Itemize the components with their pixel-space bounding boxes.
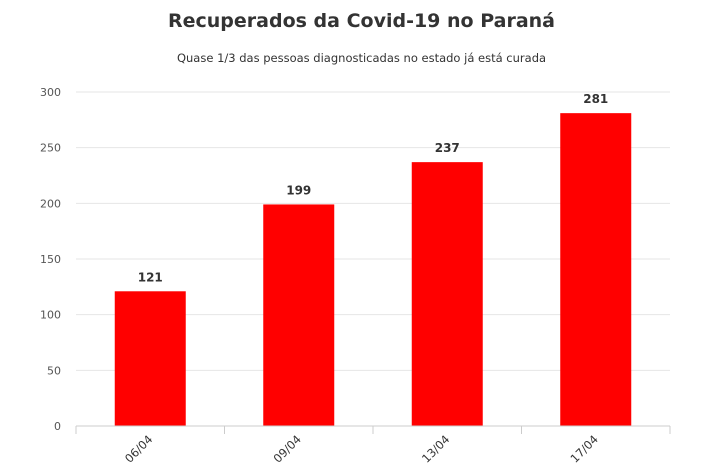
y-axis-ticks: 0 50 100 150 200 250 300 xyxy=(40,86,61,433)
y-tick-label: 100 xyxy=(40,309,61,322)
x-tick-label: 09/04 xyxy=(271,432,304,465)
data-label: 237 xyxy=(435,141,460,155)
y-tick-label: 150 xyxy=(40,253,61,266)
x-axis xyxy=(75,425,671,434)
bar xyxy=(411,162,483,426)
y-tick-label: 300 xyxy=(40,86,61,99)
y-tick-label: 250 xyxy=(40,142,61,155)
x-tick-label: 13/04 xyxy=(419,432,452,465)
chart-title: Recuperados da Covid-19 no Paraná xyxy=(167,10,555,32)
data-label: 281 xyxy=(583,92,608,106)
bar xyxy=(114,291,186,426)
chart-subtitle: Quase 1/3 das pessoas diagnosticadas no … xyxy=(176,51,547,65)
bar xyxy=(560,113,632,427)
data-labels: 121 199 237 281 xyxy=(138,92,609,284)
data-label: 121 xyxy=(138,270,163,284)
bar xyxy=(263,204,335,426)
y-tick-label: 200 xyxy=(40,197,61,210)
x-axis-labels: 06/04 09/04 13/04 17/04 xyxy=(122,432,601,465)
y-tick-label: 0 xyxy=(54,420,61,433)
y-tick-label: 50 xyxy=(47,364,61,377)
x-tick-label: 17/04 xyxy=(568,432,601,465)
x-tick-label: 06/04 xyxy=(122,432,155,465)
data-label: 199 xyxy=(286,183,311,197)
bars xyxy=(114,113,632,427)
